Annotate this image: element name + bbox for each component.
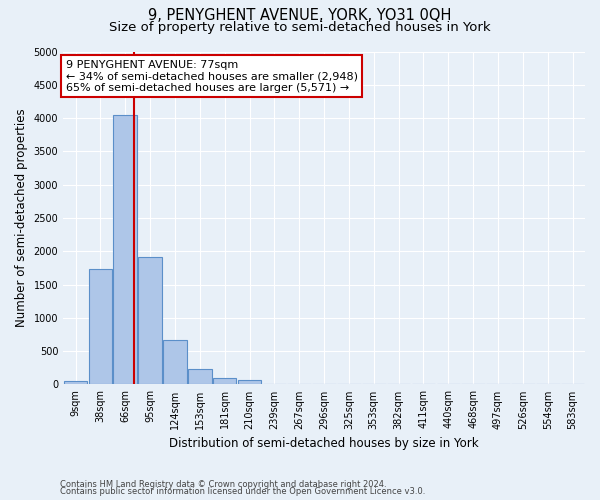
Bar: [139, 256, 162, 384]
Y-axis label: Number of semi-detached properties: Number of semi-detached properties: [15, 108, 28, 328]
Text: Contains HM Land Registry data © Crown copyright and database right 2024.: Contains HM Land Registry data © Crown c…: [60, 480, 386, 489]
Bar: [64, 381, 88, 384]
Bar: [213, 378, 236, 384]
Text: 9, PENYGHENT AVENUE, YORK, YO31 0QH: 9, PENYGHENT AVENUE, YORK, YO31 0QH: [148, 8, 452, 22]
Text: Contains public sector information licensed under the Open Government Licence v3: Contains public sector information licen…: [60, 488, 425, 496]
Text: 9 PENYGHENT AVENUE: 77sqm
← 34% of semi-detached houses are smaller (2,948)
65% : 9 PENYGHENT AVENUE: 77sqm ← 34% of semi-…: [66, 60, 358, 93]
Text: Size of property relative to semi-detached houses in York: Size of property relative to semi-detach…: [109, 21, 491, 34]
X-axis label: Distribution of semi-detached houses by size in York: Distribution of semi-detached houses by …: [169, 437, 479, 450]
Bar: [238, 380, 262, 384]
Bar: [113, 115, 137, 384]
Bar: [188, 369, 212, 384]
Bar: [89, 269, 112, 384]
Bar: [163, 340, 187, 384]
